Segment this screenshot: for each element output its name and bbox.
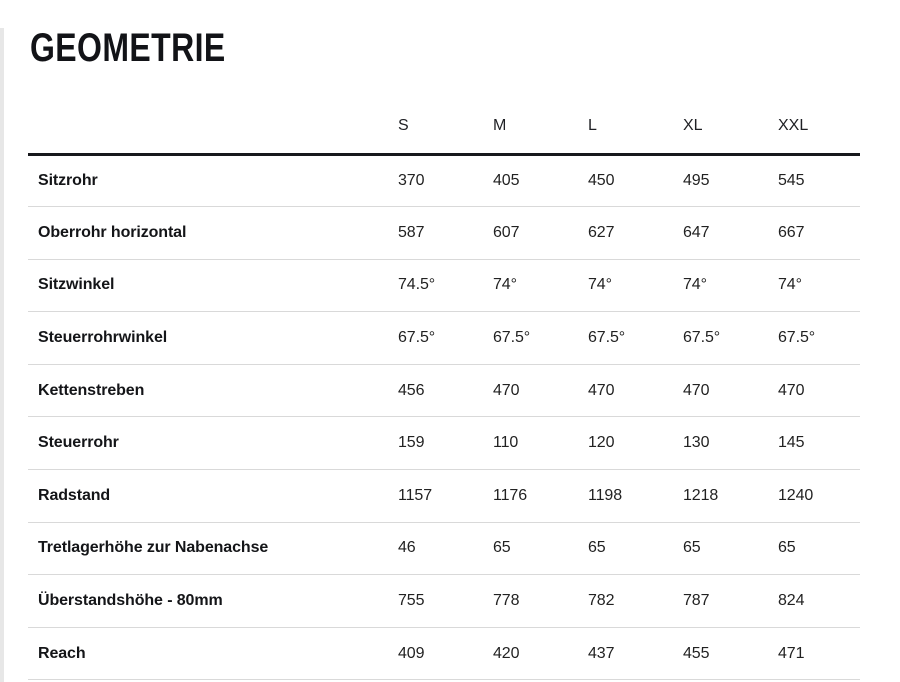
value-cell: 74° xyxy=(778,276,802,294)
value-cell: 470 xyxy=(588,381,615,399)
value-cell: 67.5° xyxy=(588,329,626,347)
value-cell: 65 xyxy=(588,539,606,557)
value-cell: 778 xyxy=(493,592,520,610)
value-cell: 782 xyxy=(588,592,615,610)
geometry-table: S M L XL XXL Sitzrohr 370 405 450 495 545 Oberrohr… xyxy=(28,100,860,680)
value-cell: 67.5° xyxy=(398,329,436,347)
value-cell: 46 xyxy=(398,539,416,557)
value-cell: 824 xyxy=(778,592,805,610)
table-row: Oberrohr horizontal 587 607 627 647 667 xyxy=(28,207,860,260)
value-cell: 409 xyxy=(398,644,425,662)
value-cell: 405 xyxy=(493,171,520,189)
value-cell: 65 xyxy=(778,539,796,557)
value-cell: 74° xyxy=(588,276,612,294)
value-cell: 1218 xyxy=(683,486,719,504)
row-label: Steuerrohr xyxy=(38,434,119,452)
value-cell: 787 xyxy=(683,592,710,610)
geometry-table-body: Sitzrohr 370 405 450 495 545 Oberrohr horizont… xyxy=(28,154,860,680)
value-cell: 755 xyxy=(398,592,425,610)
value-cell: 145 xyxy=(778,434,805,452)
table-row: Kettenstreben 456 470 470 470 470 xyxy=(28,364,860,417)
value-cell: 74.5° xyxy=(398,276,436,294)
row-label: Sitzrohr xyxy=(38,171,98,189)
label-column-header xyxy=(28,100,398,154)
value-cell: 67.5° xyxy=(683,329,721,347)
value-cell: 495 xyxy=(683,171,710,189)
value-cell: 74° xyxy=(493,276,517,294)
row-label: Kettenstreben xyxy=(38,381,145,399)
value-cell: 627 xyxy=(588,223,615,241)
value-cell: 545 xyxy=(778,171,805,189)
column-header-l: L xyxy=(588,117,597,135)
value-cell: 470 xyxy=(778,381,805,399)
value-cell: 1176 xyxy=(493,486,528,504)
value-cell: 470 xyxy=(493,381,520,399)
row-label: Radstand xyxy=(38,486,111,504)
value-cell: 437 xyxy=(588,644,615,662)
row-label: Überstandshöhe - 80mm xyxy=(38,592,223,610)
value-cell: 1198 xyxy=(588,486,623,504)
table-row: Steuerrohr 159 110 120 130 145 xyxy=(28,417,860,470)
value-cell: 67.5° xyxy=(493,329,531,347)
value-cell: 67.5° xyxy=(778,329,816,347)
value-cell: 74° xyxy=(683,276,707,294)
column-header-xxl: XXL xyxy=(778,117,809,135)
value-cell: 455 xyxy=(683,644,710,662)
row-label: Tretlagerhöhe zur Nabenachse xyxy=(38,539,269,557)
value-cell: 110 xyxy=(493,434,519,452)
column-header-s: S xyxy=(398,117,409,135)
value-cell: 607 xyxy=(493,223,520,241)
value-cell: 65 xyxy=(683,539,701,557)
value-cell: 1240 xyxy=(778,486,814,504)
value-cell: 456 xyxy=(398,381,425,399)
value-cell: 587 xyxy=(398,223,425,241)
value-cell: 159 xyxy=(398,434,425,452)
table-row: Tretlagerhöhe zur Nabenachse 46 65 65 65 65 xyxy=(28,522,860,575)
value-cell: 420 xyxy=(493,644,520,662)
table-row: Sitzrohr 370 405 450 495 545 xyxy=(28,154,860,207)
row-label: Reach xyxy=(38,644,86,662)
table-row: Reach 409 420 437 455 471 xyxy=(28,627,860,680)
value-cell: 667 xyxy=(778,223,805,241)
table-row: Sitzwinkel 74.5° 74° 74° 74° 74° xyxy=(28,259,860,312)
table-row: Steuerrohrwinkel 67.5° 67.5° 67.5° 67.5° 67.5… xyxy=(28,312,860,365)
value-cell: 65 xyxy=(493,539,511,557)
size-header-row: S M L XL XXL xyxy=(28,100,860,154)
column-header-xl: XL xyxy=(683,117,703,135)
table-row: Überstandshöhe - 80mm 755 778 782 787 824 xyxy=(28,575,860,628)
value-cell: 370 xyxy=(398,171,425,189)
table-row: Radstand 1157 1176 1198 1218 1240 xyxy=(28,470,860,523)
row-label: Steuerrohrwinkel xyxy=(38,329,168,347)
value-cell: 120 xyxy=(588,434,615,452)
value-cell: 471 xyxy=(778,644,805,662)
column-header-m: M xyxy=(493,117,507,135)
page-title: GEOMETRIE xyxy=(30,26,226,70)
value-cell: 1157 xyxy=(398,486,433,504)
value-cell: 450 xyxy=(588,171,615,189)
page-left-edge xyxy=(0,28,4,682)
value-cell: 130 xyxy=(683,434,710,452)
row-label: Oberrohr horizontal xyxy=(38,223,187,241)
value-cell: 647 xyxy=(683,223,710,241)
row-label: Sitzwinkel xyxy=(38,276,115,294)
value-cell: 470 xyxy=(683,381,710,399)
